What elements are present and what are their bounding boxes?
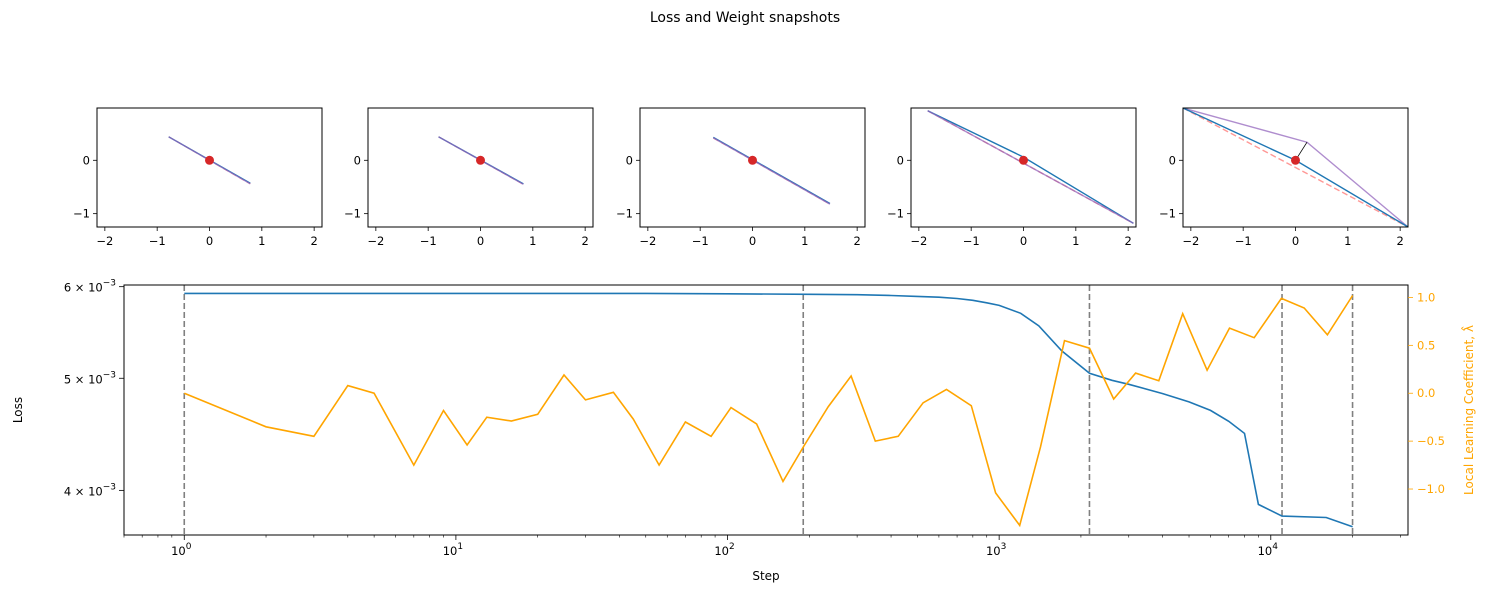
x-tick-label: 100 [171, 542, 192, 558]
x-tick-label-exponent: 4 [1272, 542, 1278, 552]
y-left-tick-label: 4 × 10−3 [64, 482, 116, 498]
snapshot-2-xtick-label: 1 [529, 234, 536, 248]
snapshot-5-ytick-label: −1 [1159, 207, 1176, 221]
snapshot-2-ytick-label: 0 [354, 153, 361, 167]
x-tick-label-base: 10 [986, 544, 1001, 558]
y-left-tick-label-base: 6 × 10 [64, 281, 103, 295]
snapshot-4-xtick-label: 2 [1124, 234, 1131, 248]
snapshot-3-xtick-label: 0 [749, 234, 756, 248]
snapshot-3: −2 −1 0 1 2 0 −1 [616, 107, 866, 248]
x-tick-label-exponent: 3 [1001, 542, 1007, 552]
snapshot-2-xtick-label: 2 [581, 234, 588, 248]
snapshot-4-xtick-label: 0 [1020, 234, 1027, 248]
weight-snapshots: −2 −1 0 1 2 0 −1 −2 −1 0 1 2 0 −1 −2 −1 0 1 2 0 −1 −2 −1 0 1 2 0 −1… [73, 107, 1409, 248]
x-tick-label-exponent: 0 [186, 542, 192, 552]
snapshot-2-ytick-label: −1 [344, 207, 361, 221]
snapshot-5-xtick-label: 1 [1344, 234, 1351, 248]
snapshot-1-frame [96, 107, 323, 228]
snapshot-2-xtick-label: 0 [477, 234, 484, 248]
y-right-tick-label: −1.0 [1417, 482, 1445, 496]
snapshot-4-xtick-label: −2 [910, 234, 927, 248]
snapshot-4: −2 −1 0 1 2 0 −1 [887, 107, 1137, 248]
snapshot-5-origin-point [1291, 155, 1300, 165]
snapshot-2: −2 −1 0 1 2 0 −1 [344, 107, 594, 248]
snapshot-1-xtick-label: 0 [206, 234, 213, 248]
y-right-axis-label: Local Learning Coefficient, λ̂ [1460, 325, 1476, 495]
snapshot-1-plot [168, 136, 251, 185]
y-right-tick-label: 1.0 [1417, 290, 1435, 304]
loss-series-line [184, 292, 1353, 528]
snapshot-4-origin-point [1019, 155, 1028, 165]
snapshot-5-xtick-label: −1 [1235, 234, 1252, 248]
snapshot-3-xtick-label: 2 [853, 234, 860, 248]
x-tick-label-exponent: 1 [457, 542, 463, 552]
y-right-tick-label: 0.5 [1417, 338, 1435, 352]
snapshot-1-xtick-label: −1 [149, 234, 166, 248]
snapshot-3-origin-point [748, 155, 757, 165]
snapshot-2-xtick-label: −1 [420, 234, 437, 248]
x-tick-label-base: 10 [443, 544, 458, 558]
snapshot-5: −2 −1 0 1 2 0 −1 [1159, 107, 1409, 248]
x-tick-label-base: 10 [714, 544, 729, 558]
snapshot-5-xtick-label: 2 [1396, 234, 1403, 248]
x-tick-label: 101 [443, 542, 463, 558]
y-left-tick-label-exponent: −3 [103, 279, 116, 289]
x-tick-label-exponent: 2 [729, 542, 735, 552]
y-left-tick-label-exponent: −3 [103, 482, 116, 492]
snapshot-5-xtick-label: 0 [1292, 234, 1299, 248]
main-frame [123, 284, 1409, 536]
snapshot-1-ytick-label: 0 [83, 153, 90, 167]
snapshot-3-xtick-label: −2 [639, 234, 656, 248]
y-right-tick-label: −0.5 [1417, 434, 1445, 448]
snapshot-5-plot [1183, 108, 1408, 227]
x-tick-label: 104 [1258, 542, 1279, 558]
snapshot-1-xtick-label: 2 [310, 234, 317, 248]
snapshot-4-xtick-label: −1 [963, 234, 980, 248]
snapshot-2-origin-point [476, 155, 485, 165]
snapshot-3-xtick-label: 1 [801, 234, 808, 248]
main-plot [183, 285, 1354, 535]
snapshot-1-xtick-label: −2 [96, 234, 113, 248]
snapshot-5-ytick-label: 0 [1169, 153, 1176, 167]
x-axis-label: Step [752, 569, 779, 583]
snapshot-3-ytick-label: −1 [616, 207, 633, 221]
y-right-tick-label: 0.0 [1417, 386, 1435, 400]
y-left-tick-label-base: 5 × 10 [64, 372, 103, 386]
figure-suptitle: Loss and Weight snapshots [650, 10, 840, 26]
x-tick-label: 102 [714, 542, 734, 558]
snapshot-2-frame [367, 107, 594, 228]
snapshot-4-ytick-label: 0 [897, 153, 904, 167]
y-left-tick-label: 5 × 10−3 [64, 370, 116, 386]
x-tick-label-base: 10 [1258, 544, 1273, 558]
snapshot-4-frame [910, 107, 1137, 228]
snapshot-2-plot [438, 136, 524, 185]
snapshot-5-xtick-label: −2 [1182, 234, 1199, 248]
snapshot-3-xtick-label: −1 [692, 234, 709, 248]
snapshot-4-plot [927, 110, 1134, 224]
snapshot-3-ytick-label: 0 [626, 153, 633, 167]
x-tick-label-base: 10 [171, 544, 186, 558]
snapshot-3-frame [639, 107, 866, 228]
llc-series-line [183, 295, 1354, 528]
snapshot-1-ytick-label: −1 [73, 207, 90, 221]
y-left-tick-label: 6 × 10−3 [64, 279, 116, 295]
x-tick-label: 103 [986, 542, 1006, 558]
snapshot-4-xtick-label: 1 [1072, 234, 1079, 248]
snapshot-1: −2 −1 0 1 2 0 −1 [73, 107, 323, 248]
snapshot-4-line-purple [927, 110, 1134, 224]
snapshot-1-xtick-label: 1 [258, 234, 265, 248]
y-left-axis-label: Loss [11, 397, 25, 423]
snapshot-3-line-purple [712, 137, 831, 205]
y-left-tick-label-base: 4 × 10 [64, 484, 103, 498]
snapshot-2-xtick-label: −2 [367, 234, 384, 248]
y-left-tick-label-exponent: −3 [103, 370, 116, 380]
snapshot-4-ytick-label: −1 [887, 207, 904, 221]
snapshot-5-line-red [1183, 108, 1408, 227]
snapshot-3-plot [712, 136, 831, 205]
snapshot-1-origin-point [205, 155, 214, 165]
